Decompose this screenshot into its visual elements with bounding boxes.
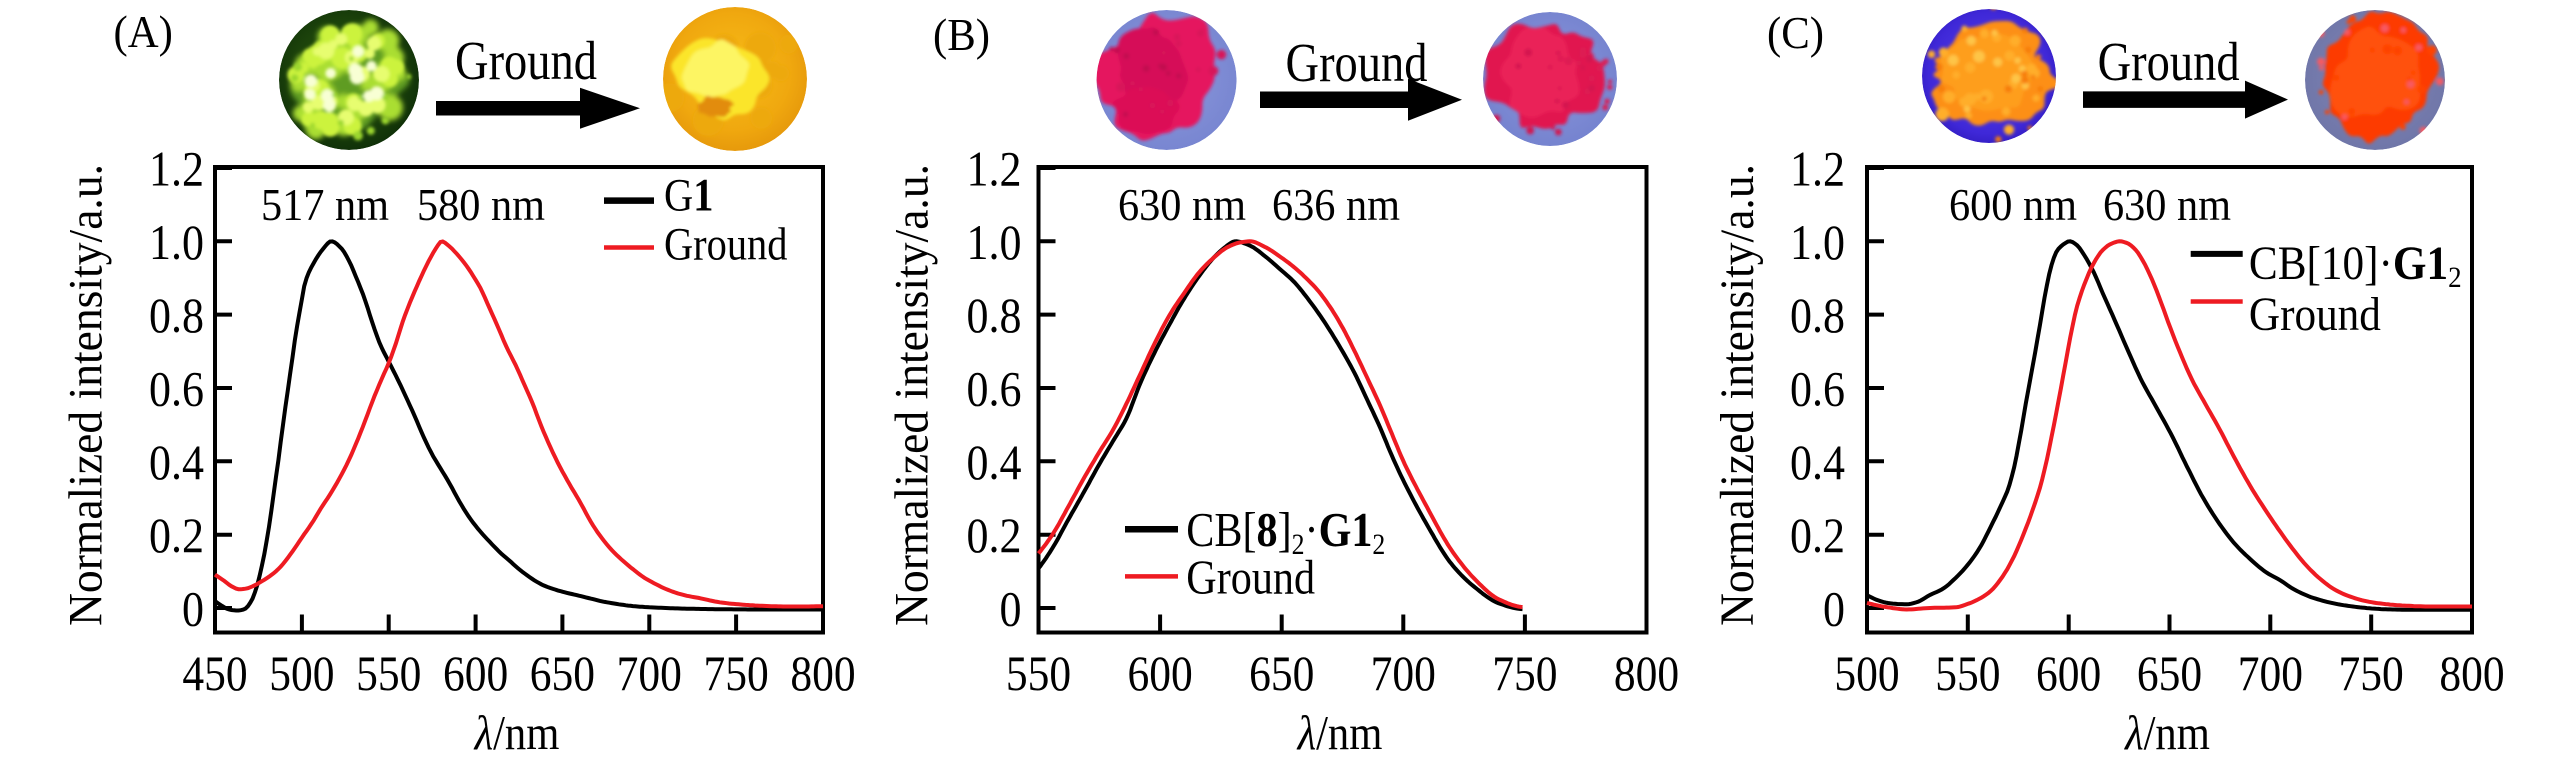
svg-text:λ/nm: λ/nm [2123,705,2210,759]
svg-text:Normalized intensity/a.u.: Normalized intensity/a.u. [1711,164,1764,626]
svg-text:0.8: 0.8 [967,289,1022,344]
svg-text:Normalized intensity/a.u.: Normalized intensity/a.u. [885,164,938,626]
svg-text:0: 0 [182,582,204,637]
svg-text:0: 0 [1823,582,1845,637]
svg-text:(B): (B) [933,11,990,60]
svg-text:517 nm: 517 nm [261,179,389,230]
svg-text:650: 650 [530,646,595,701]
svg-text:580 nm: 580 nm [417,179,545,230]
svg-text:636 nm: 636 nm [1272,179,1400,230]
svg-text:Ground: Ground [2098,32,2240,92]
svg-text:800: 800 [1614,646,1679,701]
svg-text:700: 700 [1371,646,1436,701]
svg-text:1.0: 1.0 [149,215,204,270]
svg-text:1.2: 1.2 [149,142,204,197]
svg-text:630 nm: 630 nm [2103,179,2231,230]
svg-text:1.0: 1.0 [1790,215,1845,270]
svg-text:700: 700 [2238,646,2303,701]
svg-text:CB[10]·G12: CB[10]·G12 [2249,236,2462,294]
svg-text:1.2: 1.2 [967,142,1022,197]
svg-text:550: 550 [1006,646,1071,701]
svg-text:0.6: 0.6 [149,362,204,417]
svg-text:550: 550 [356,646,421,701]
svg-text:0.4: 0.4 [967,435,1022,490]
svg-text:0.8: 0.8 [1790,289,1845,344]
svg-text:λ/nm: λ/nm [473,705,560,759]
svg-text:600: 600 [443,646,508,701]
svg-text:650: 650 [2137,646,2202,701]
svg-text:500: 500 [269,646,334,701]
svg-text:630 nm: 630 nm [1118,179,1246,230]
svg-text:0.6: 0.6 [1790,362,1845,417]
svg-text:0.4: 0.4 [1790,435,1845,490]
svg-text:0.2: 0.2 [1790,509,1845,564]
svg-text:750: 750 [2339,646,2404,701]
svg-text:700: 700 [617,646,682,701]
svg-text:1.2: 1.2 [1790,142,1845,197]
svg-text:800: 800 [2439,646,2504,701]
svg-text:600 nm: 600 nm [1949,179,2077,230]
svg-text:0.2: 0.2 [149,509,204,564]
svg-text:450: 450 [182,646,247,701]
svg-text:Ground: Ground [664,219,788,270]
svg-text:CB[8]2·G12: CB[8]2·G12 [1186,502,1385,561]
svg-text:λ/nm: λ/nm [1296,705,1383,759]
svg-text:750: 750 [1492,646,1557,701]
svg-text:Ground: Ground [1186,550,1315,605]
svg-text:0.2: 0.2 [967,509,1022,564]
svg-text:Ground: Ground [455,31,597,91]
svg-text:0: 0 [1000,582,1022,637]
svg-text:(A): (A) [114,8,173,57]
svg-text:Ground: Ground [2249,287,2381,341]
svg-text:0.8: 0.8 [149,289,204,344]
svg-text:600: 600 [2036,646,2101,701]
svg-text:1.0: 1.0 [967,215,1022,270]
svg-text:750: 750 [704,646,769,701]
svg-text:550: 550 [1935,646,2000,701]
svg-text:500: 500 [1834,646,1899,701]
svg-text:(C): (C) [1767,9,1824,58]
svg-text:Normalized intensity/a.u.: Normalized intensity/a.u. [59,164,112,626]
svg-text:Ground: Ground [1286,33,1428,93]
svg-text:G1: G1 [664,170,713,221]
svg-text:800: 800 [790,646,855,701]
svg-text:650: 650 [1249,646,1314,701]
svg-text:600: 600 [1127,646,1192,701]
svg-text:0.6: 0.6 [967,362,1022,417]
svg-text:0.4: 0.4 [149,435,204,490]
